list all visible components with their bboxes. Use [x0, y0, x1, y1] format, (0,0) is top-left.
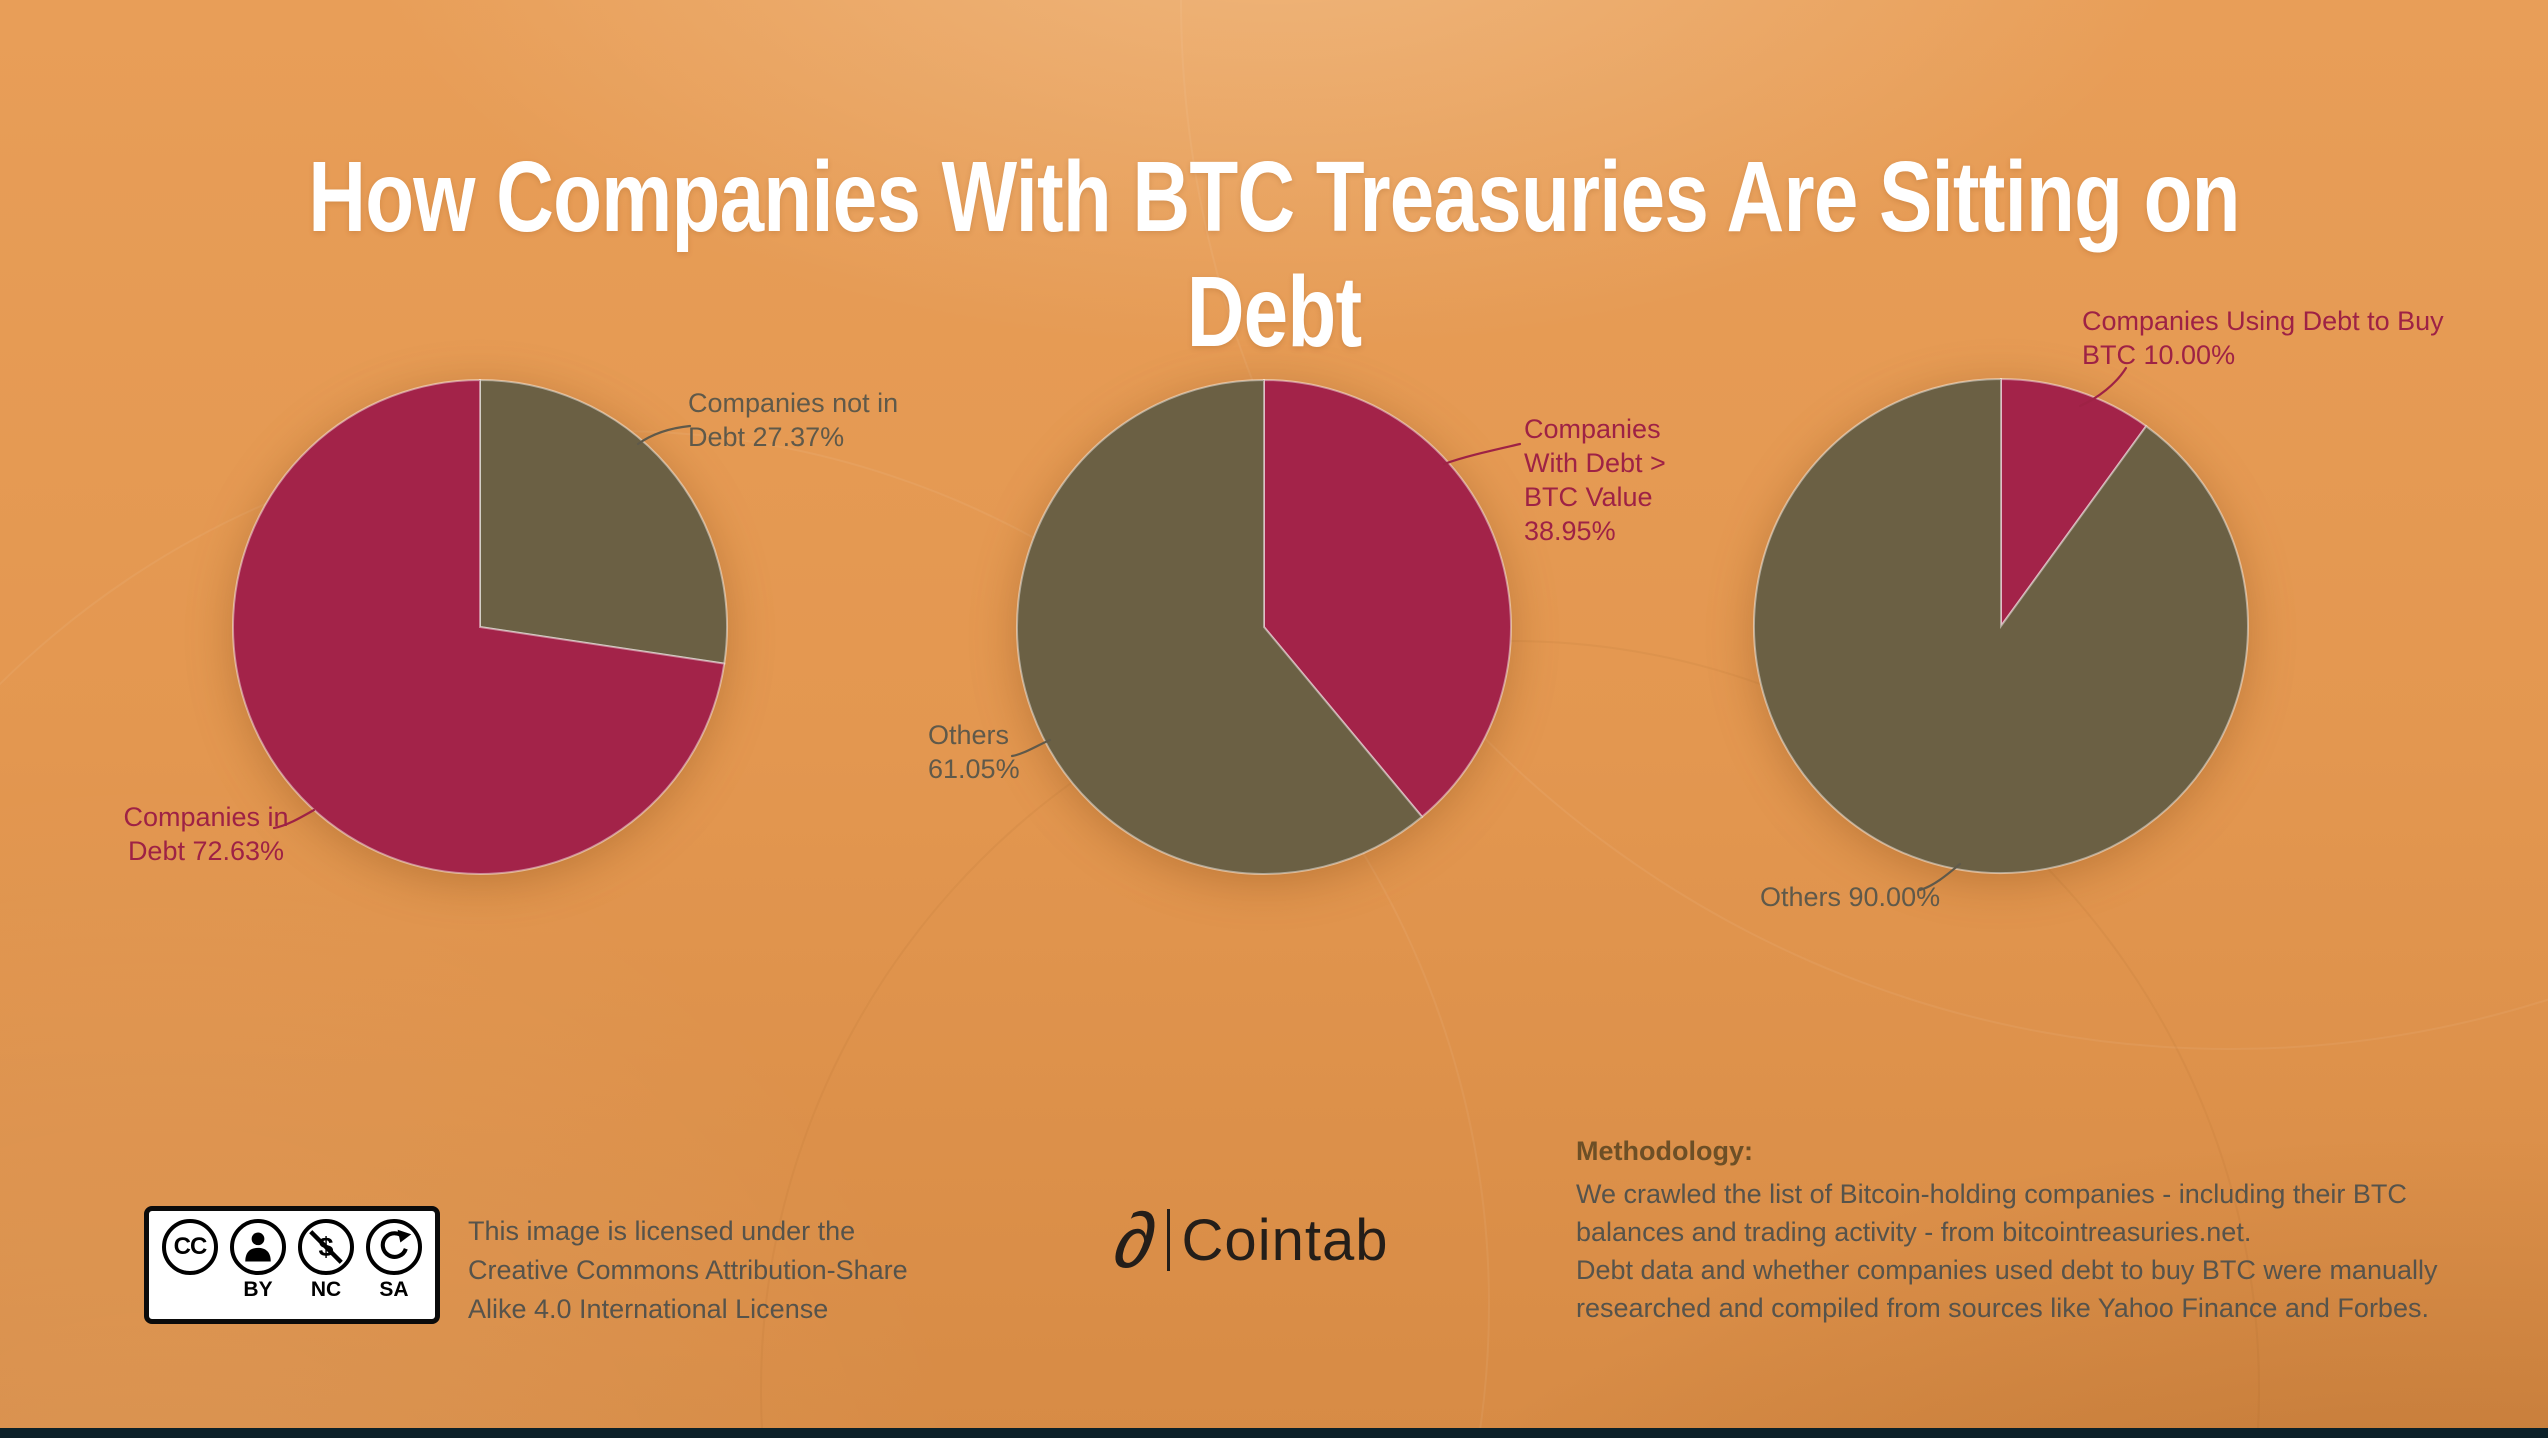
cointab-logo-text: Cointab — [1181, 1207, 1389, 1273]
label-companies-with-debt-gt-btc-value: Companies With Debt > BTC Value 38.95% — [1524, 414, 1666, 546]
pie-chart-companies-in-debt — [232, 378, 728, 875]
pie-chart-debt-vs-btc-value — [1016, 378, 1512, 875]
cc-license-badge: CC BY $ NC — [144, 1206, 440, 1324]
callout-line-using-debt — [2078, 366, 2128, 408]
cc-badge-col: CC — [161, 1219, 219, 1302]
license-text: This image is licensed under the Creativ… — [468, 1216, 908, 1324]
pie-chart-debt-to-buy-btc — [1753, 377, 2249, 874]
callout-line-not-in-debt — [636, 424, 692, 446]
page-title: How Companies With BTC Treasuries Are Si… — [308, 141, 2240, 368]
callout-line-with-debt — [1442, 442, 1522, 466]
cointab-logo: ∂ Cointab — [1108, 1192, 1389, 1288]
label-companies-in-debt: Companies in Debt 72.63% — [123, 802, 289, 866]
cc-badge-col: SA — [365, 1219, 423, 1302]
cc-nc-label: NC — [310, 1278, 342, 1301]
methodology-text: We crawled the list of Bitcoin-holding c… — [1576, 1179, 2438, 1323]
label-companies-using-debt-to-buy-btc: Companies Using Debt to Buy BTC 10.00% — [2082, 306, 2444, 370]
cc-icon: CC — [162, 1219, 218, 1275]
label-others-61: Others 61.05% — [928, 720, 1020, 784]
bottom-bar — [0, 1428, 2548, 1438]
cc-by-label: BY — [243, 1278, 273, 1301]
share-alike-arrow-icon — [366, 1219, 422, 1275]
cc-sa-label: SA — [379, 1278, 409, 1301]
callout-line-in-debt — [272, 808, 316, 830]
methodology-section: Methodology: We crawled the list of Bitc… — [1576, 1136, 2466, 1327]
cc-badge-col: BY — [229, 1219, 287, 1302]
label-others-90: Others 90.00% — [1760, 882, 1941, 912]
cc-badge-col: $ NC — [297, 1219, 355, 1302]
callout-line-others-61 — [1010, 738, 1052, 758]
attribution-person-icon — [230, 1219, 286, 1275]
callout-line-others-90 — [1918, 862, 1962, 892]
cointab-logo-mark-icon: ∂ — [1108, 1196, 1163, 1284]
cc-icon-glyph: CC — [173, 1233, 208, 1260]
label-companies-not-in-debt: Companies not in Debt 27.37% — [688, 388, 899, 452]
methodology-title: Methodology: — [1576, 1136, 1753, 1166]
non-commercial-dollar-icon: $ — [298, 1219, 354, 1275]
logo-divider — [1166, 1209, 1170, 1271]
